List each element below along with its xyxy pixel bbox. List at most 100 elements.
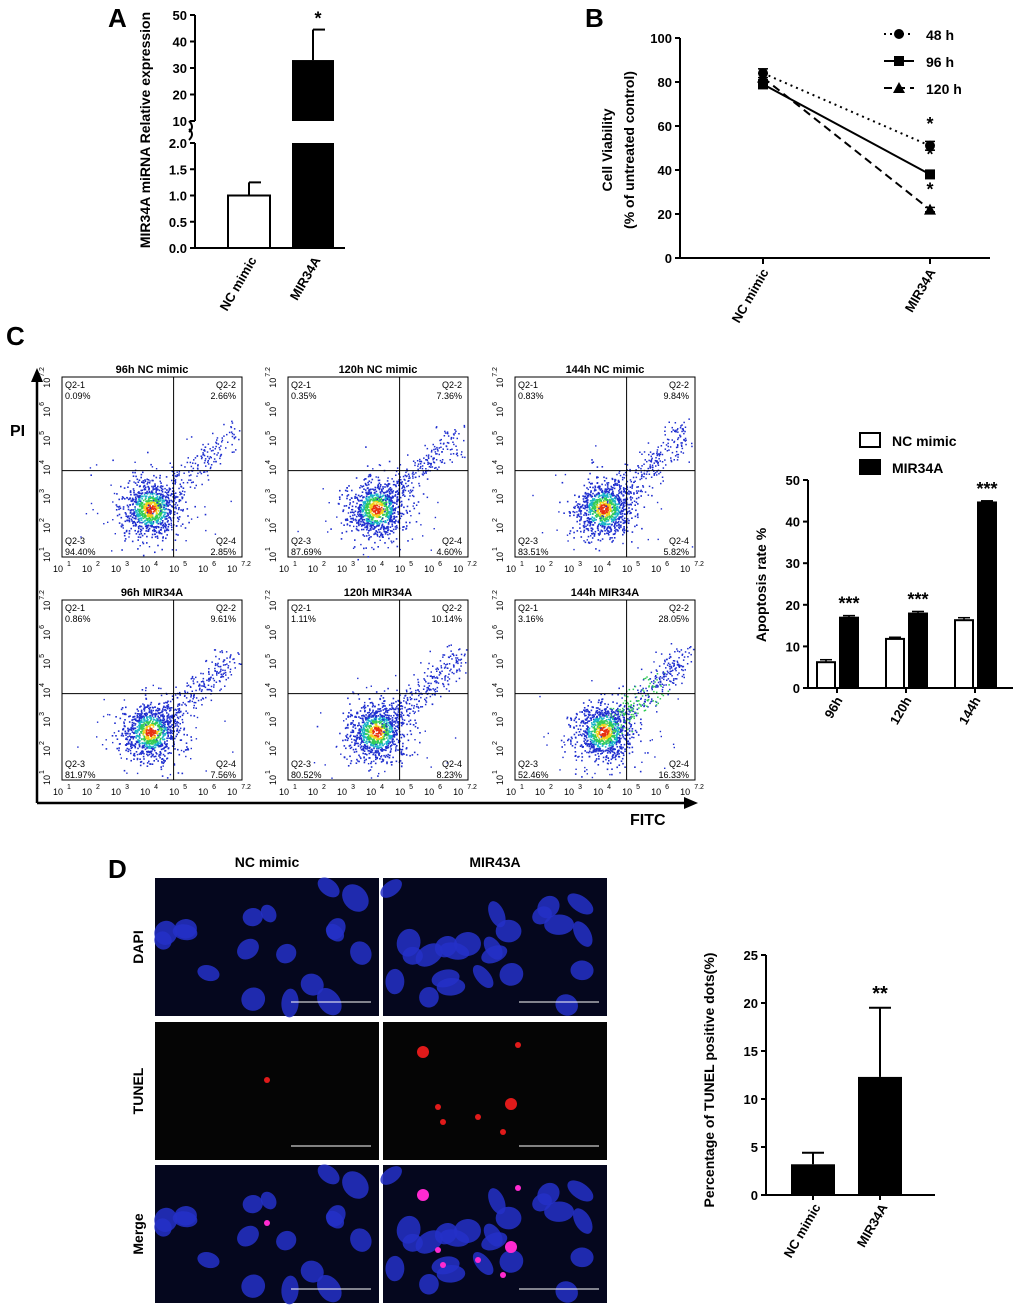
cell-dot: [160, 487, 163, 489]
cell-dot: [385, 484, 388, 486]
cell-dot: [231, 432, 234, 435]
cell-dot: [381, 512, 384, 515]
cell-dot: [653, 473, 655, 475]
cell-dot: [441, 459, 444, 461]
cell-dot: [148, 546, 151, 548]
cell-dot: [439, 439, 441, 442]
cell-dot: [154, 517, 157, 520]
cell-dot: [182, 482, 185, 484]
cell-dot: [142, 723, 145, 726]
cell-dot: [170, 729, 172, 731]
cell-dot: [368, 499, 371, 502]
cell-dot: [418, 475, 420, 478]
cell-dot: [151, 754, 154, 757]
cell-dot: [145, 530, 147, 532]
cell-dot: [141, 507, 143, 510]
cell-dot: [368, 513, 371, 515]
cell-dot: [155, 490, 157, 492]
cell-dot: [127, 482, 130, 484]
cell-dot: [156, 731, 159, 733]
cell-dot: [122, 497, 125, 499]
cell-dot: [138, 492, 140, 495]
cell-dot: [118, 498, 120, 501]
x-tick-exp: 3: [351, 561, 355, 568]
cell-dot: [165, 505, 167, 507]
cell-dot: [623, 531, 625, 533]
cell-dot: [683, 438, 685, 441]
cell-dot: [130, 726, 132, 729]
cell-dot: [398, 484, 400, 486]
cell-dot: [613, 487, 616, 490]
cell-dot: [171, 549, 174, 551]
cell-dot: [118, 747, 120, 749]
cell-dot: [169, 721, 171, 724]
cell-dot: [613, 518, 615, 521]
cell-dot: [190, 481, 193, 484]
cell-dot: [620, 503, 622, 506]
cell-dot: [140, 710, 143, 713]
cell-dot: [372, 548, 375, 551]
y-tick-exp: 6: [492, 402, 499, 406]
cell-dot: [363, 535, 366, 537]
cell-dot: [149, 509, 152, 512]
cell-dot: [180, 479, 183, 481]
cell-dot: [578, 508, 581, 510]
cell-dot: [137, 518, 140, 521]
cell-dot: [384, 504, 387, 506]
cell-dot: [177, 731, 180, 734]
cell-dot: [166, 500, 168, 502]
cell-dot: [600, 523, 603, 525]
cell-dot: [673, 441, 675, 444]
cell-dot: [450, 438, 452, 440]
cell-dot: [376, 514, 379, 516]
cell-dot: [362, 528, 365, 531]
cell-dot: [372, 468, 374, 470]
cell-dot: [373, 489, 375, 491]
cell-dot: [147, 481, 149, 484]
cell-dot: [169, 721, 171, 723]
cell-dot: [379, 499, 382, 502]
cell-dot: [160, 752, 162, 755]
cell-dot: [145, 706, 147, 708]
cell-dot: [175, 507, 177, 510]
cell-dot: [129, 491, 132, 493]
cell-dot: [150, 752, 153, 755]
cell-dot: [187, 748, 190, 751]
cell-dot: [149, 747, 151, 749]
cell-dot: [223, 423, 225, 426]
cell-dot: [369, 475, 371, 478]
cell-dot: [578, 496, 580, 498]
cell-dot: [435, 426, 438, 429]
cell-dot: [375, 507, 378, 509]
cell-dot: [618, 527, 621, 530]
cell-dot: [147, 510, 150, 513]
cell-dot: [365, 497, 368, 499]
cell-dot: [381, 490, 383, 493]
y-tick-exp: 1: [492, 547, 499, 551]
cell-dot: [641, 490, 643, 493]
cell-dot: [183, 728, 185, 731]
x-tick-exp: 1: [67, 561, 71, 568]
cell-dot: [107, 521, 109, 523]
cell-dot: [591, 462, 593, 464]
cell-dot: [189, 701, 191, 703]
cell-dot: [605, 496, 608, 499]
cell-dot: [167, 508, 169, 511]
y-tick-label: 60: [658, 119, 672, 134]
cell-dot: [133, 732, 135, 735]
cell-dot: [161, 724, 163, 726]
cell-dot: [605, 512, 608, 515]
cell-dot: [622, 528, 624, 531]
cell-dot: [156, 739, 158, 741]
cell-dot: [154, 755, 157, 758]
cell-dot: [602, 510, 604, 512]
cell-dot: [599, 498, 601, 500]
cell-dot: [124, 498, 126, 500]
cell-dot: [297, 530, 299, 533]
cell-dot: [189, 461, 192, 464]
cell-dot: [376, 522, 379, 525]
cell-dot: [592, 520, 595, 522]
cell-dot: [149, 496, 151, 498]
cell-dot: [170, 752, 172, 754]
cell-dot: [181, 523, 184, 525]
